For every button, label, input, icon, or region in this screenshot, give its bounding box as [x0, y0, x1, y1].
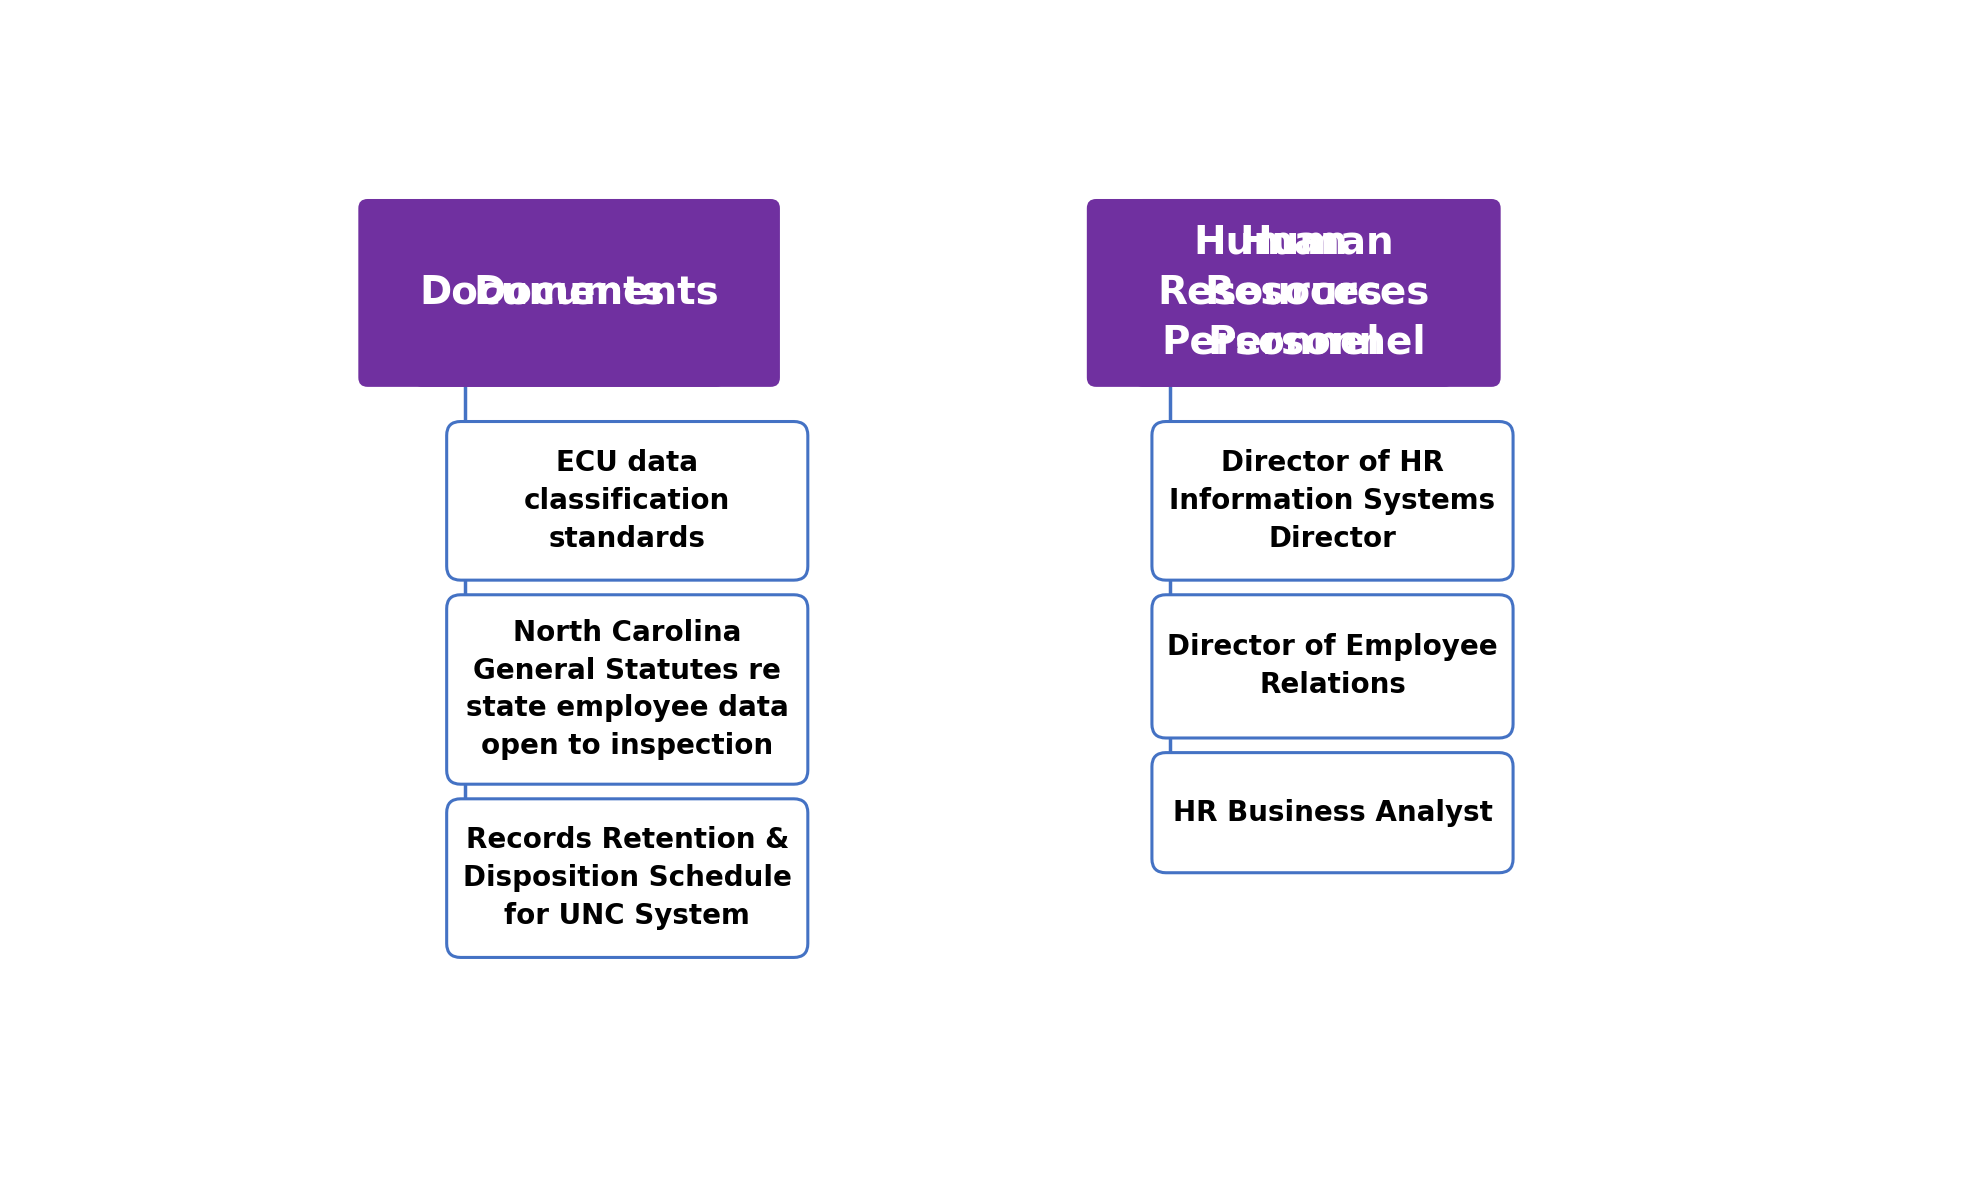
Text: Director of Employee
Relations: Director of Employee Relations: [1166, 633, 1497, 699]
Text: Documents: Documents: [473, 274, 719, 312]
FancyBboxPatch shape: [1152, 421, 1513, 580]
Text: Records Retention &
Disposition Schedule
for UNC System: Records Retention & Disposition Schedule…: [463, 826, 792, 930]
FancyBboxPatch shape: [1152, 752, 1513, 872]
Text: ECU data
classification
standards: ECU data classification standards: [525, 448, 731, 553]
Text: Documents: Documents: [420, 274, 665, 312]
FancyBboxPatch shape: [358, 199, 727, 387]
FancyBboxPatch shape: [1133, 199, 1501, 387]
FancyBboxPatch shape: [1087, 199, 1453, 387]
Text: Human
Resources
Personnel: Human Resources Personnel: [1158, 224, 1384, 363]
FancyBboxPatch shape: [447, 594, 808, 784]
Text: HR Business Analyst: HR Business Analyst: [1172, 799, 1493, 826]
Text: Director of HR
Information Systems
Director: Director of HR Information Systems Direc…: [1170, 448, 1495, 553]
FancyBboxPatch shape: [447, 421, 808, 580]
FancyBboxPatch shape: [412, 199, 780, 387]
FancyBboxPatch shape: [447, 799, 808, 957]
FancyBboxPatch shape: [1152, 594, 1513, 738]
Text: Human
Resources
Personnel: Human Resources Personnel: [1204, 224, 1430, 363]
Text: North Carolina
General Statutes re
state employee data
open to inspection: North Carolina General Statutes re state…: [465, 619, 788, 760]
